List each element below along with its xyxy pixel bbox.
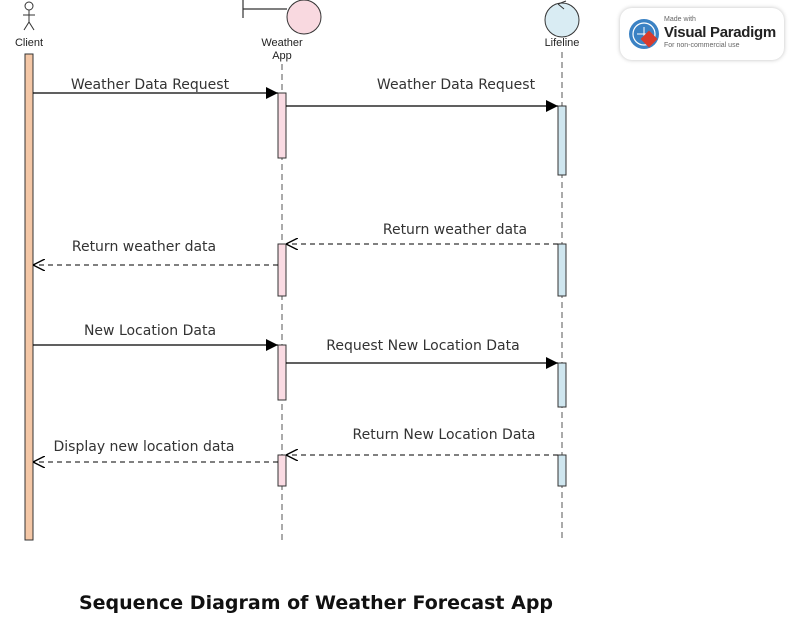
weather-app-label: Weather [261, 37, 303, 49]
client-actor-icon [23, 1, 35, 31]
message-label-7: Return New Location Data [353, 427, 536, 443]
lifeline-activation-1 [557, 105, 567, 176]
lifeline-activation-3 [557, 362, 567, 408]
badge-note: For non-commercial use [664, 42, 740, 49]
message-label-1: Weather Data Request [71, 77, 230, 93]
message-label-4: Return weather data [72, 239, 216, 255]
boundary-icon [242, 0, 322, 35]
lifeline-activation-4 [557, 454, 567, 487]
diagram-caption: Sequence Diagram of Weather Forecast App [78, 592, 554, 614]
client-activation-bar [24, 53, 34, 541]
message-label-3: Return weather data [383, 222, 527, 238]
lifeline-label: Lifeline [545, 37, 580, 49]
control-icon [544, 0, 580, 38]
app-activation-2 [277, 243, 287, 297]
badge-brand: Visual Paradigm [664, 24, 776, 41]
badge-made-with: Made with [664, 16, 696, 23]
app-activation-4 [277, 454, 287, 487]
message-label-6: Request New Location Data [326, 338, 519, 354]
message-label-8: Display new location data [54, 439, 235, 455]
message-label-5: New Location Data [84, 323, 216, 339]
app-activation-1 [277, 92, 287, 159]
message-label-2: Weather Data Request [377, 77, 536, 93]
lifeline-activation-2 [557, 243, 567, 297]
weather-app-label-line2: App [272, 50, 292, 62]
client-label: Client [15, 37, 43, 49]
app-activation-3 [277, 344, 287, 401]
visual-paradigm-logo-icon [629, 19, 659, 49]
visual-paradigm-badge: Made with Visual Paradigm For non-commer… [620, 8, 784, 60]
